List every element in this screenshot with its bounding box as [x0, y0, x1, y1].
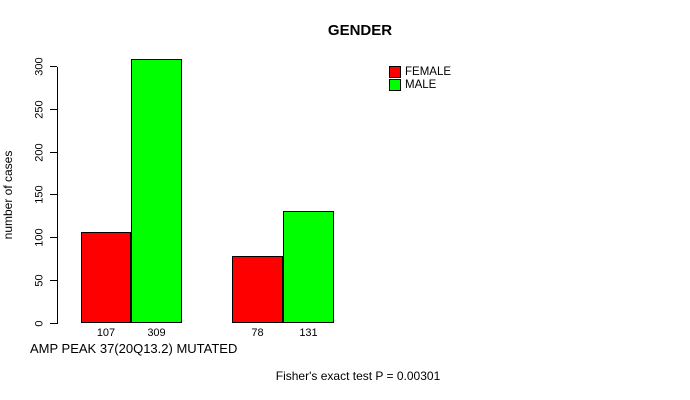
legend: FEMALE MALE [389, 65, 451, 91]
y-axis-tick [50, 322, 57, 324]
y-axis-tick-label: 250 [33, 100, 46, 119]
y-axis-tick [50, 151, 57, 153]
legend-item-male: MALE [389, 78, 451, 91]
chart-title: GENDER [327, 22, 393, 39]
y-axis-line [57, 66, 58, 324]
legend-swatch-male [389, 78, 401, 91]
y-axis-tick [50, 66, 57, 67]
bar-male-group2 [283, 210, 334, 323]
legend-item-female: FEMALE [389, 65, 451, 78]
bar-value-label: 131 [299, 327, 318, 339]
y-axis-tick-label: 0 [33, 319, 46, 327]
bar-female-group2 [232, 256, 283, 323]
y-axis-label: number of cases [1, 150, 15, 240]
x-axis-label: AMP PEAK 37(20Q13.2) MUTATED [30, 341, 238, 356]
legend-label: MALE [405, 78, 437, 91]
y-axis-tick-label: 200 [33, 142, 46, 162]
y-axis-tick [50, 237, 57, 238]
y-axis-tick-label: 100 [33, 228, 46, 247]
y-axis-tick [50, 108, 57, 110]
y-axis-tick-label: 300 [33, 57, 46, 76]
bar-value-label: 107 [96, 327, 116, 339]
bar-male-group1 [131, 58, 182, 323]
y-axis-tick-label: 50 [33, 274, 46, 287]
legend-swatch-female [389, 65, 401, 78]
y-axis-tick-label: 150 [33, 185, 46, 204]
y-axis-tick [50, 194, 57, 196]
bar-value-label: 309 [147, 327, 166, 339]
bar-value-label: 78 [251, 327, 264, 339]
fisher-test-annotation: Fisher's exact test P = 0.00301 [275, 369, 441, 383]
y-axis-tick [50, 279, 57, 281]
bar-female-group1 [81, 231, 131, 323]
legend-label: FEMALE [405, 65, 452, 78]
